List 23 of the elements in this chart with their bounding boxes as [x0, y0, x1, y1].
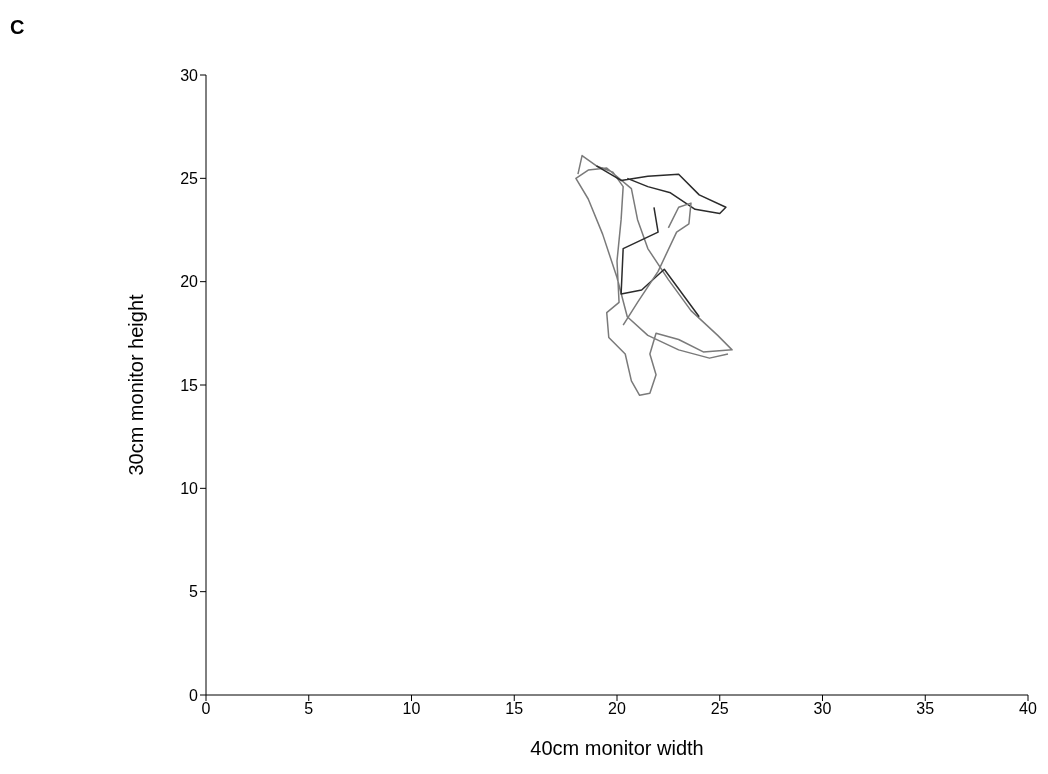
x-tick-label: 30 [813, 700, 832, 718]
x-axis-title: 40cm monitor width [530, 737, 704, 759]
text: C [10, 16, 25, 39]
y-tick-label: 15 [180, 376, 199, 394]
y-tick-label: 30 [180, 66, 199, 84]
x-tick-label: 5 [304, 700, 314, 718]
line-series [575, 154, 733, 397]
x-tick-label: 20 [608, 700, 626, 718]
y-tick-label: 25 [180, 170, 199, 188]
x-tick-label: 25 [710, 700, 729, 718]
y-tick-label: 10 [180, 480, 199, 498]
y-tick-label: 20 [180, 273, 199, 291]
x-tick-label: 40 [1019, 700, 1037, 718]
y-tick-label: 0 [189, 686, 199, 704]
x-tick-label: 35 [916, 700, 935, 718]
x-tick-label: 10 [402, 700, 421, 718]
line-series [595, 165, 727, 215]
y-axis-title: 30cm monitor height [125, 293, 148, 476]
x-tick-label: 0 [201, 700, 211, 718]
line-series [622, 202, 692, 326]
line-series [620, 206, 700, 318]
y-tick-label: 5 [189, 583, 199, 601]
x-tick-label: 15 [505, 700, 524, 718]
